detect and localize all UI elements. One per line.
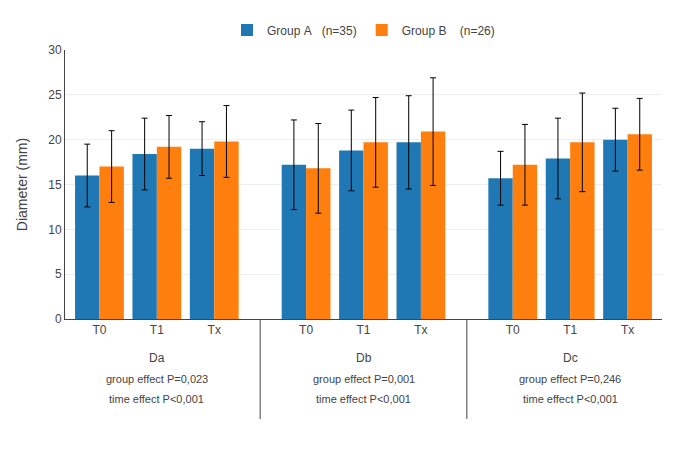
svg-text:group effect P=0,246: group effect P=0,246 xyxy=(519,373,621,385)
svg-text:group effect P=0,001: group effect P=0,001 xyxy=(313,373,415,385)
svg-text:5: 5 xyxy=(55,267,62,281)
svg-text:Tx: Tx xyxy=(208,323,221,337)
svg-text:20: 20 xyxy=(48,133,62,147)
svg-text:time effect P<0,001: time effect P<0,001 xyxy=(316,393,411,405)
svg-text:T0: T0 xyxy=(299,323,313,337)
svg-text:Da: Da xyxy=(149,351,165,365)
svg-text:T1: T1 xyxy=(563,323,577,337)
svg-text:10: 10 xyxy=(48,223,62,237)
svg-text:0: 0 xyxy=(55,312,62,326)
svg-text:T1: T1 xyxy=(356,323,370,337)
svg-text:Group A (n=35): Group A (n=35) xyxy=(267,24,357,38)
svg-text:group effect P=0,023: group effect P=0,023 xyxy=(106,373,208,385)
svg-text:Diameter (mm): Diameter (mm) xyxy=(14,138,30,231)
svg-text:time effect P<0,001: time effect P<0,001 xyxy=(109,393,204,405)
svg-text:Group B (n=26): Group B (n=26) xyxy=(402,24,495,38)
svg-text:Dc: Dc xyxy=(563,351,578,365)
svg-text:Db: Db xyxy=(356,351,372,365)
svg-text:T1: T1 xyxy=(150,323,164,337)
svg-text:Tx: Tx xyxy=(414,323,427,337)
svg-text:Tx: Tx xyxy=(621,323,634,337)
svg-text:25: 25 xyxy=(48,88,62,102)
svg-text:T0: T0 xyxy=(506,323,520,337)
svg-text:15: 15 xyxy=(48,178,62,192)
svg-text:T0: T0 xyxy=(92,323,106,337)
svg-text:time effect P<0,001: time effect P<0,001 xyxy=(523,393,618,405)
svg-text:30: 30 xyxy=(48,43,62,57)
